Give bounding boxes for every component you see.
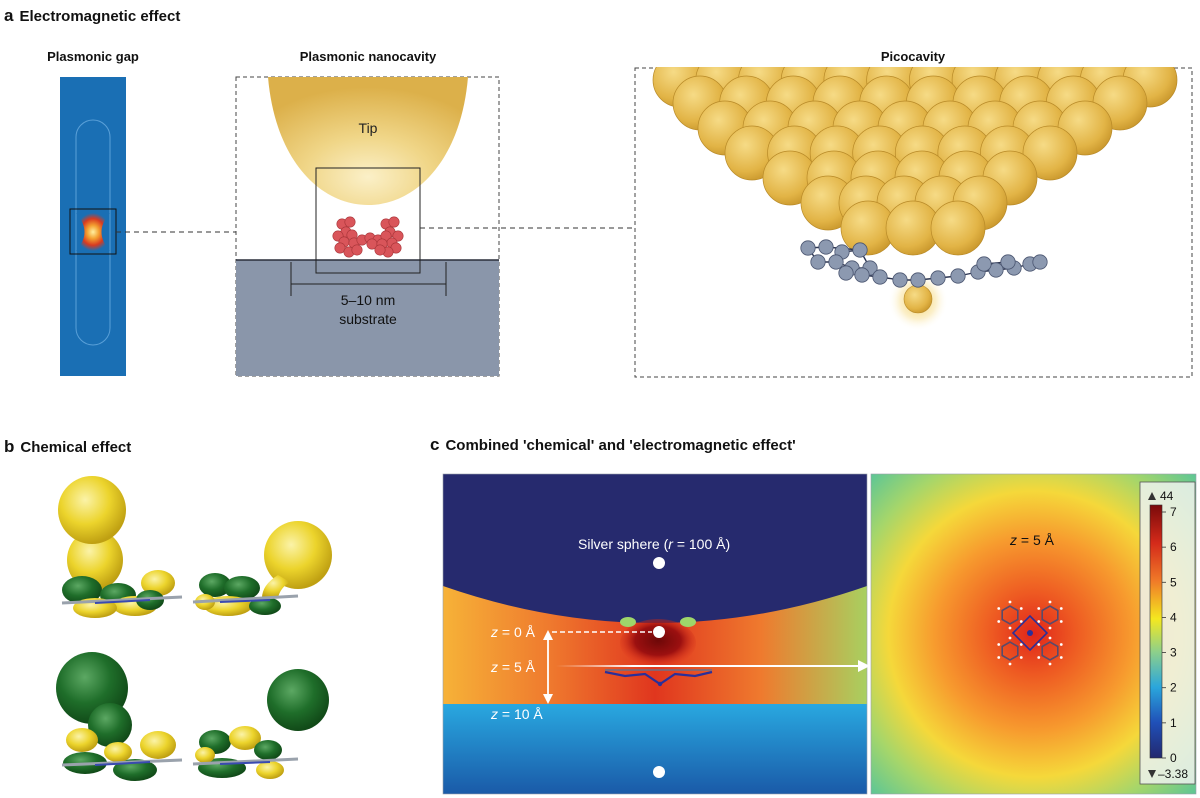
colorbar-tick-label: 5 — [1170, 575, 1177, 589]
colorbar-max-label: 44 — [1160, 489, 1174, 503]
substrate-center-dot — [653, 766, 665, 778]
plasmonic-gap-title: Plasmonic gap — [47, 49, 139, 64]
molecule-atom — [838, 265, 854, 281]
orbital-bottom-left — [56, 652, 183, 781]
colorbar-max-arrow — [1148, 492, 1156, 500]
molecule-atom — [1000, 254, 1016, 270]
tip-shape — [268, 77, 468, 205]
orbital-top-left — [58, 476, 183, 618]
colorbar-min-arrow — [1148, 770, 1156, 778]
molecule-atom — [988, 262, 1004, 278]
molecule-atom — [872, 269, 888, 285]
chemical-effect-orbitals — [56, 476, 332, 781]
colorbar: 44 –3.38 7 6 5 4 3 2 1 0 — [1139, 481, 1196, 785]
orbital-bottom-right — [192, 669, 329, 779]
silver-sphere-region — [443, 474, 867, 623]
panel-a-letter: a — [4, 6, 14, 25]
projection-arrow[interactable] — [556, 665, 862, 667]
colorbar-tick-label: 3 — [1170, 646, 1177, 660]
panel-a-heading: a Electromagnetic effect — [4, 6, 180, 26]
orbital-top-right — [192, 521, 332, 616]
nanocavity-molecule — [332, 216, 404, 258]
molecule-atom — [892, 272, 908, 288]
molecule-atom — [828, 254, 844, 270]
colorbar-tick-label: 7 — [1170, 505, 1177, 519]
colorbar-tick-label: 1 — [1170, 716, 1177, 730]
gold-atom — [930, 200, 986, 256]
molecule-atom — [854, 267, 870, 283]
panel-b-title: Chemical effect — [20, 439, 132, 456]
molecule-atom — [388, 216, 400, 228]
colorbar-min-label: –3.38 — [1158, 767, 1188, 781]
z5-label: z = 5 Å — [490, 659, 536, 675]
z0-label: z = 0 Å — [490, 624, 536, 640]
molecule-atom — [852, 242, 868, 258]
right-z-label: z = 5 Å — [1009, 532, 1055, 548]
panel-c-heading: c Combined 'chemical' and 'electromagneti… — [430, 435, 796, 455]
picocavity-molecule — [800, 239, 1048, 288]
panel-b-heading: b Chemical effect — [4, 437, 131, 457]
molecule-atom — [910, 272, 926, 288]
substrate-label: substrate — [339, 311, 397, 327]
panel-c-letter: c — [430, 435, 440, 454]
substrate — [236, 260, 499, 376]
molecule-atom — [334, 242, 346, 254]
colorbar-tick-label: 4 — [1170, 610, 1177, 624]
molecule-atom — [810, 254, 826, 270]
molecule-atom — [800, 240, 816, 256]
plasmonic-nanocavity-title: Plasmonic nanocavity — [299, 49, 437, 64]
tip-label: Tip — [359, 120, 378, 136]
colorbar-tick-label: 6 — [1170, 540, 1177, 554]
molecule-atom — [930, 270, 946, 286]
substrate-region — [443, 704, 867, 794]
gold-atom — [1022, 125, 1078, 181]
adatom — [903, 284, 933, 314]
z0-dot — [653, 626, 665, 638]
panel-c-title: Combined 'chemical' and 'electromagnetic… — [445, 437, 796, 454]
molecule-atom — [818, 239, 834, 255]
plasmonic-gap-diagram — [60, 77, 236, 376]
sphere-center-dot — [653, 557, 665, 569]
molecule-atom — [374, 244, 386, 256]
colorbar-tick-label: 0 — [1170, 751, 1177, 765]
top-view-molecule — [997, 600, 1063, 666]
panel-b-letter: b — [4, 437, 15, 456]
molecule-atom — [351, 244, 363, 256]
tip-atom-cluster — [652, 67, 1178, 256]
colorbar-gradient — [1149, 504, 1163, 759]
plasmonic-nanocavity-diagram: Tip 5–10 nm substrate — [235, 76, 636, 377]
size-label: 5–10 nm — [341, 292, 395, 308]
molecule-atom — [392, 230, 404, 242]
picocavity-title: Picocavity — [880, 49, 946, 64]
molecule-atom — [976, 256, 992, 272]
silver-sphere-label: Silver sphere (r = 100 Å) — [578, 536, 730, 552]
gap-hotspot — [76, 213, 110, 251]
molecule-atom — [344, 216, 356, 228]
colorbar-tick-label: 2 — [1170, 681, 1177, 695]
picocavity-diagram — [634, 67, 1193, 378]
molecule-atom — [950, 268, 966, 284]
field-hotspot — [620, 619, 696, 667]
molecule-atom — [1032, 254, 1048, 270]
panel-a-title: Electromagnetic effect — [19, 8, 181, 25]
z10-label: z = 10 Å — [490, 706, 543, 722]
